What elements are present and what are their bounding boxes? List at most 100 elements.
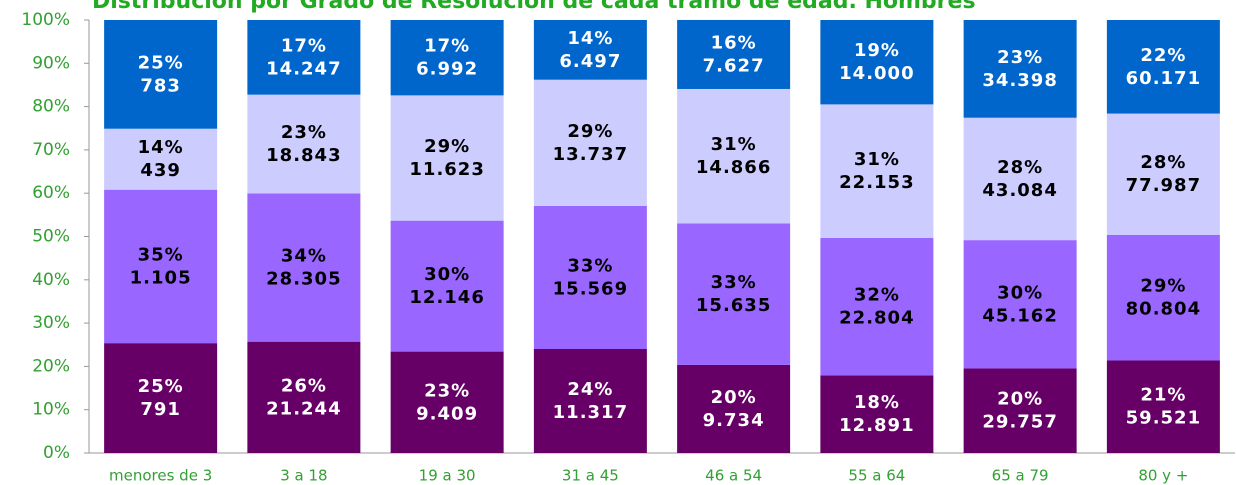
bar-segment [1106, 113, 1220, 235]
bar-segment [390, 351, 504, 453]
x-tick-label: 3 a 18 [280, 467, 327, 485]
data-label: 29% [1140, 276, 1186, 297]
data-label: 19% [854, 40, 900, 61]
chart-title: Distribución por Grado de Resolución de … [92, 0, 976, 14]
y-tick-label: 50% [32, 227, 70, 247]
x-tick-label: 46 a 54 [705, 467, 762, 485]
bar-segment [677, 19, 791, 89]
y-tick-label: 10% [32, 400, 70, 420]
count-label: 15.569 [553, 278, 628, 299]
count-label: 15.635 [696, 295, 771, 316]
y-tick-label: 30% [32, 313, 70, 333]
x-tick-label: 31 a 45 [562, 467, 619, 485]
count-label: 9.734 [703, 410, 765, 431]
bar-segment [390, 220, 504, 352]
count-label: 1.105 [130, 267, 192, 288]
y-tick-label: 0% [43, 443, 70, 463]
x-tick-label: 19 a 30 [419, 467, 476, 485]
count-label: 22.804 [839, 308, 914, 329]
bar-segment [963, 20, 1077, 118]
count-label: 439 [140, 160, 181, 181]
bar-segment [677, 88, 791, 224]
y-tick-label: 100% [21, 10, 70, 30]
bar-segment [533, 348, 647, 453]
data-label: 23% [424, 380, 470, 401]
count-label: 77.987 [1126, 175, 1201, 196]
y-tick-label: 60% [32, 183, 70, 203]
bar-segment [820, 20, 934, 105]
bar-segment [104, 128, 218, 190]
count-label: 59.521 [1126, 408, 1201, 429]
count-label: 14.866 [696, 157, 771, 178]
y-tick-label: 70% [32, 140, 70, 160]
data-label: 23% [997, 47, 1043, 68]
count-label: 791 [140, 399, 181, 420]
count-label: 43.084 [982, 180, 1057, 201]
bar-segment [533, 20, 647, 80]
count-label: 22.153 [839, 172, 914, 193]
count-label: 14.247 [266, 58, 341, 79]
x-tick-label: 55 a 64 [848, 467, 905, 485]
data-label: 22% [1140, 45, 1186, 66]
data-label: 33% [567, 255, 613, 276]
data-label: 16% [711, 32, 757, 53]
bar-segment [820, 104, 934, 238]
data-label: 20% [711, 387, 757, 408]
bar-segment [247, 94, 361, 194]
data-label: 35% [138, 244, 184, 265]
data-label: 25% [138, 376, 184, 397]
data-label: 18% [854, 392, 900, 413]
count-label: 12.146 [409, 287, 484, 308]
bar-segment [677, 364, 791, 453]
count-label: 18.843 [266, 145, 341, 166]
bar-segment [963, 117, 1077, 241]
bar-segment [104, 189, 218, 344]
data-label: 28% [997, 157, 1043, 178]
bar-segment [390, 95, 504, 221]
data-label: 34% [281, 246, 327, 267]
count-label: 28.305 [266, 269, 341, 290]
bar-segment [104, 343, 218, 453]
x-tick-label: menores de 3 [109, 467, 212, 485]
data-label: 32% [854, 285, 900, 306]
bar-segment [1106, 234, 1220, 361]
count-label: 9.409 [416, 403, 478, 424]
count-label: 7.627 [703, 55, 765, 76]
bar-segment [677, 223, 791, 365]
count-label: 80.804 [1126, 299, 1201, 320]
bar-segment [104, 20, 218, 129]
bar-segment [533, 79, 647, 206]
count-label: 34.398 [982, 70, 1057, 91]
data-label: 30% [424, 264, 470, 285]
bar-segment [963, 368, 1077, 453]
count-label: 6.497 [559, 51, 621, 72]
y-tick-label: 80% [32, 97, 70, 117]
bar-segment [533, 205, 647, 349]
bar-segment [963, 240, 1077, 369]
y-tick-label: 90% [32, 53, 70, 73]
data-label: 20% [997, 389, 1043, 410]
data-label: 29% [567, 121, 613, 142]
count-label: 11.317 [553, 402, 628, 423]
count-label: 45.162 [982, 305, 1057, 326]
data-label: 17% [424, 36, 470, 57]
count-label: 6.992 [416, 59, 478, 80]
data-label: 17% [281, 35, 327, 56]
bar-segment [820, 237, 934, 376]
data-label: 30% [997, 282, 1043, 303]
count-label: 21.244 [266, 398, 341, 419]
bar-segment [820, 375, 934, 453]
data-label: 26% [281, 375, 327, 396]
x-tick-label: 65 a 79 [992, 467, 1049, 485]
bar-segment [247, 20, 361, 95]
y-tick-label: 20% [32, 356, 70, 376]
data-label: 25% [138, 52, 184, 73]
bar-segment [1106, 20, 1220, 114]
count-label: 783 [140, 75, 181, 96]
count-label: 29.757 [982, 412, 1057, 433]
data-label: 24% [567, 379, 613, 400]
data-label: 14% [567, 28, 613, 49]
x-tick-label: 80 y + [1138, 467, 1188, 485]
count-label: 13.737 [553, 144, 628, 165]
